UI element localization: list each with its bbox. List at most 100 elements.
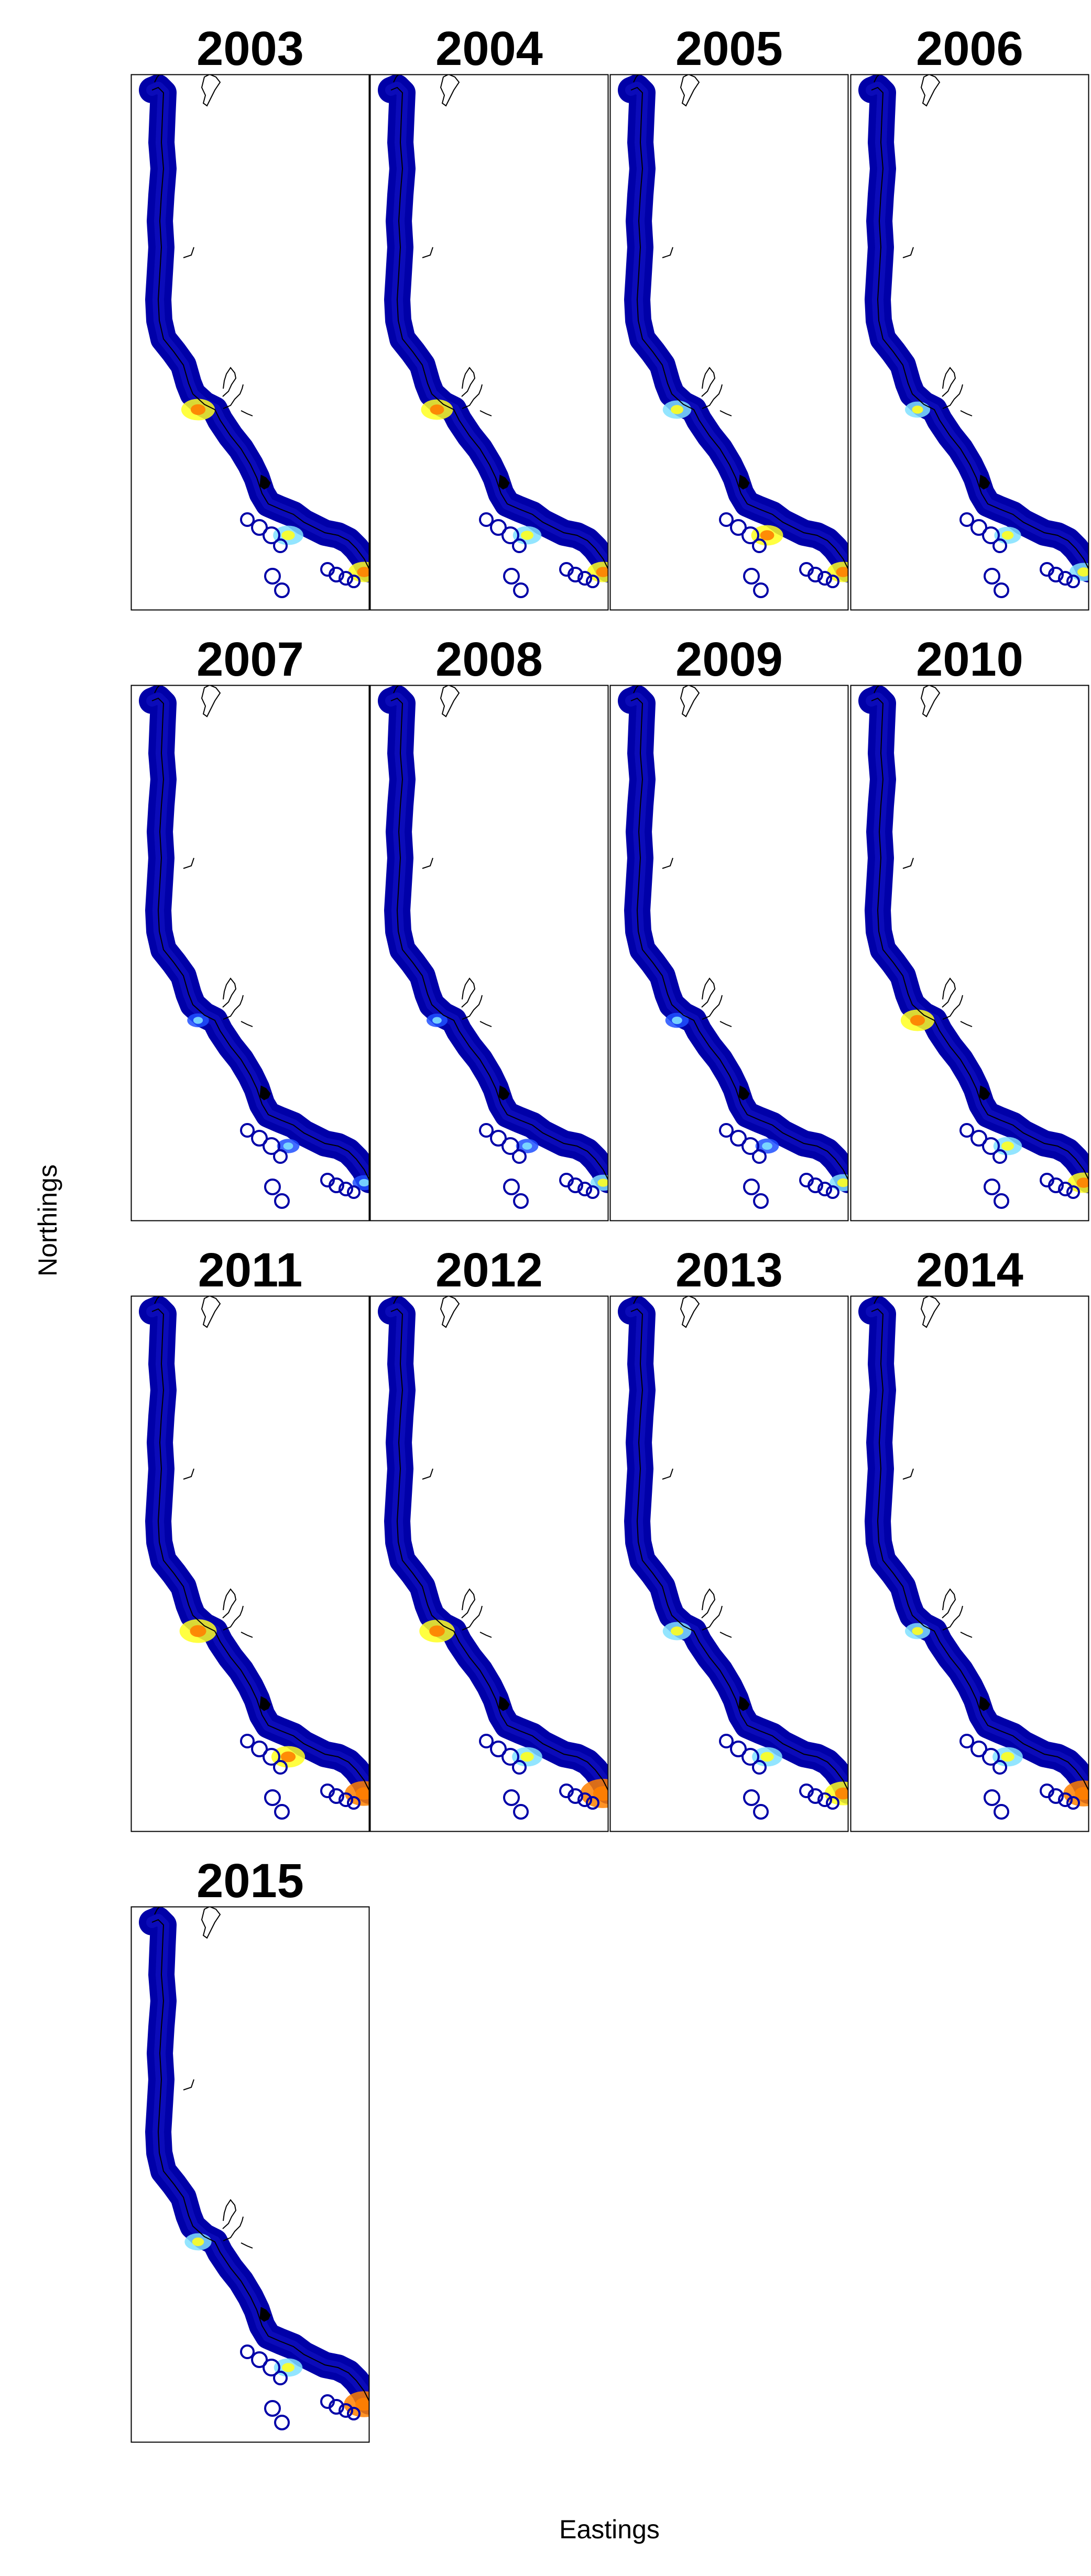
river xyxy=(479,1021,492,1027)
panel-frame xyxy=(369,1295,609,1832)
survey-band-core xyxy=(866,82,1089,575)
density-hotspot-core xyxy=(1077,567,1089,577)
survey-ring xyxy=(730,1741,747,1757)
river xyxy=(241,1632,253,1638)
survey-ring xyxy=(479,1734,494,1748)
survey-ring xyxy=(994,582,1009,598)
panel-title: 2006 xyxy=(916,22,1023,75)
survey-ring xyxy=(817,1792,832,1807)
density-hotspot-core xyxy=(283,1142,293,1150)
island-outline xyxy=(680,74,700,107)
survey-ring xyxy=(741,1748,759,1766)
map-content xyxy=(618,74,848,598)
survey-ring xyxy=(329,2399,344,2415)
survey-ring xyxy=(752,1149,767,1164)
survey-ring xyxy=(347,1185,361,1199)
density-hotspot-core xyxy=(520,1752,534,1762)
survey-ring xyxy=(970,519,987,536)
survey-ring xyxy=(719,512,734,527)
survey-band-core xyxy=(146,1303,369,1797)
map-panel: 2004 xyxy=(369,22,609,611)
panel-frame xyxy=(609,1295,849,1832)
density-hotspot-core xyxy=(672,1016,682,1025)
survey-ring xyxy=(982,1137,1000,1155)
survey-band-core xyxy=(146,82,369,575)
river xyxy=(422,1468,433,1480)
density-hotspot-core xyxy=(430,404,444,415)
survey-ring xyxy=(264,568,281,585)
survey-ring xyxy=(512,1760,527,1775)
survey-ring xyxy=(1058,1182,1073,1196)
river xyxy=(154,74,161,83)
map-panel: 2012 xyxy=(369,1243,609,1832)
survey-ring xyxy=(1066,575,1080,588)
map-panels: 2003 2004 2005 2006 2007 2008 2009 2010 2011 2012… xyxy=(130,22,1089,2443)
density-hotspot-core xyxy=(1001,531,1014,540)
density-hotspot-core xyxy=(837,1178,848,1187)
island-outline xyxy=(440,1296,460,1328)
panel-frame xyxy=(130,1295,370,1832)
survey-ring xyxy=(479,512,494,527)
density-hotspot-core xyxy=(760,1752,774,1762)
survey-ring xyxy=(274,582,290,598)
survey-band-core xyxy=(385,692,608,1186)
survey-ring xyxy=(959,1734,974,1748)
river xyxy=(662,857,673,869)
survey-ring xyxy=(339,2403,353,2418)
survey-ring xyxy=(743,1179,760,1195)
survey-ring xyxy=(251,1741,268,1757)
small-island xyxy=(259,1696,271,1711)
survey-ring xyxy=(240,2344,255,2359)
survey-ring xyxy=(959,1123,974,1138)
river xyxy=(874,74,880,83)
river xyxy=(241,410,253,416)
survey-band-core xyxy=(625,692,848,1186)
map-content xyxy=(858,685,1089,1209)
river xyxy=(662,1468,673,1480)
panel-title: 2012 xyxy=(435,1243,543,1297)
panel-title: 2010 xyxy=(916,633,1023,686)
panel-frame xyxy=(609,685,849,1221)
river xyxy=(942,384,963,409)
panel-frame xyxy=(609,74,849,611)
survey-ring xyxy=(347,575,361,588)
survey-ring xyxy=(808,567,823,582)
river xyxy=(183,247,194,258)
small-island xyxy=(979,1696,990,1711)
survey-ring xyxy=(347,2407,361,2420)
panel-frame xyxy=(850,74,1089,611)
survey-ring xyxy=(274,1193,290,1209)
coastline xyxy=(630,86,848,570)
y-axis-label: Northings xyxy=(33,1164,62,1276)
survey-ring xyxy=(577,1182,592,1196)
map-content xyxy=(378,685,608,1209)
map-panel: 2008 xyxy=(369,633,609,1221)
survey-ring xyxy=(741,1137,759,1155)
river xyxy=(942,1605,963,1631)
map-content xyxy=(618,685,848,1209)
survey-band-core xyxy=(385,1303,608,1797)
density-hotspot-core xyxy=(193,1017,203,1024)
river xyxy=(223,2216,244,2241)
survey-ring xyxy=(730,519,747,536)
survey-ring xyxy=(743,1789,760,1806)
inlet-outline xyxy=(942,977,956,1008)
small-island xyxy=(259,475,271,490)
map-content xyxy=(858,74,1089,598)
density-hotspot-core xyxy=(912,405,923,414)
survey-ring xyxy=(503,1179,520,1195)
island-outline xyxy=(680,685,700,718)
survey-ring xyxy=(992,1760,1007,1775)
river xyxy=(479,1632,492,1638)
map-content xyxy=(139,74,369,598)
survey-ring xyxy=(501,1748,519,1766)
survey-ring xyxy=(817,571,832,586)
map-panel: 2003 xyxy=(130,22,370,611)
map-panel: 2013 xyxy=(609,1243,849,1832)
survey-ring xyxy=(264,1789,281,1806)
density-hotspot-core xyxy=(671,1626,683,1636)
river xyxy=(241,2242,253,2249)
survey-ring xyxy=(982,526,1000,544)
density-hotspot-core xyxy=(521,531,533,540)
survey-ring xyxy=(273,1760,288,1775)
